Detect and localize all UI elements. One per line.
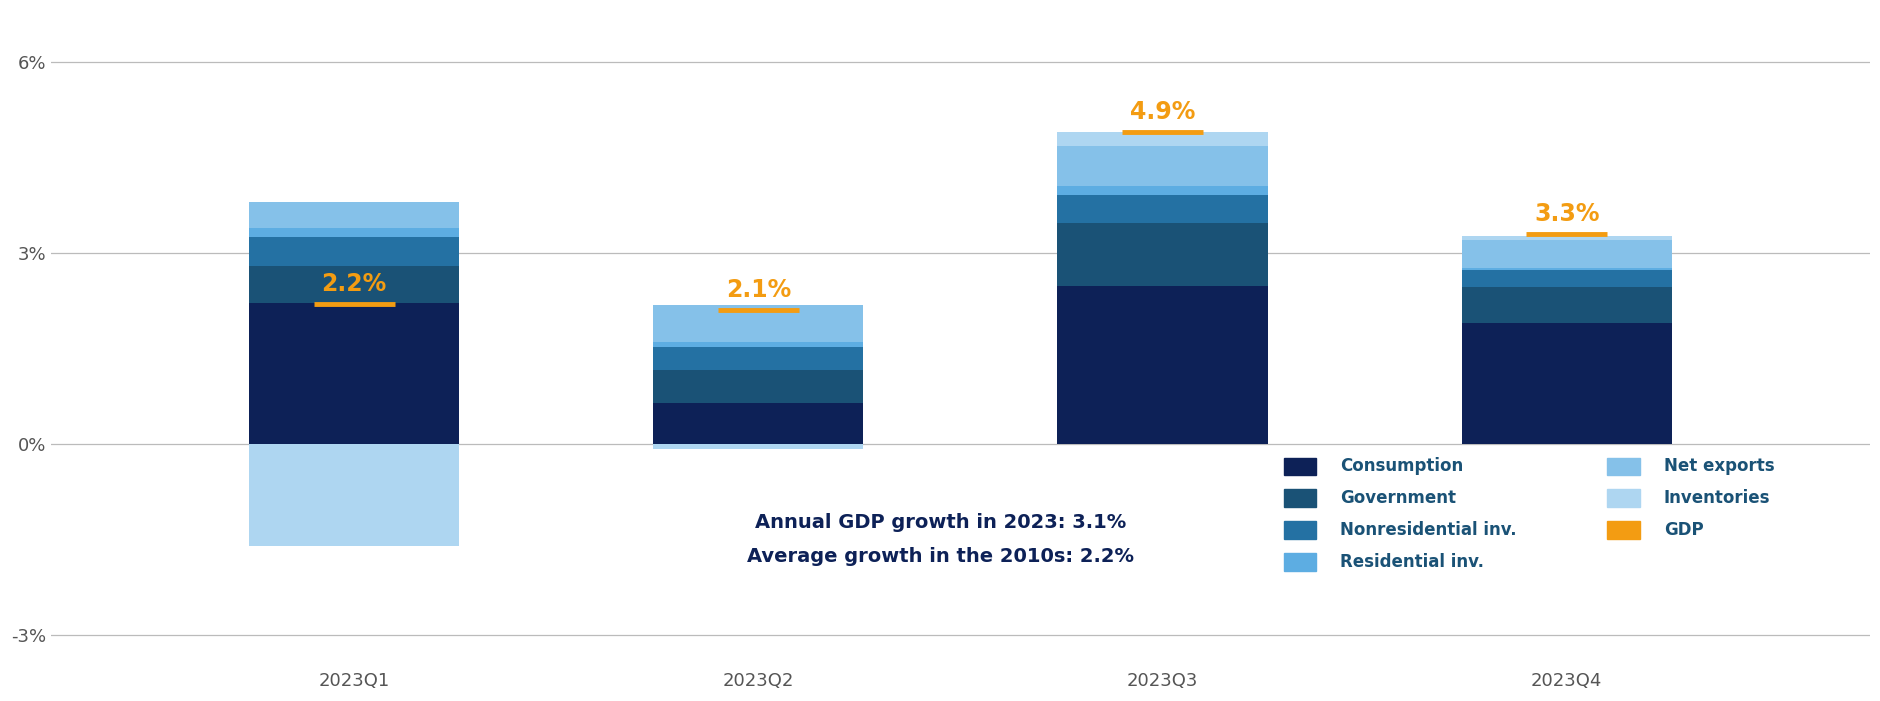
Bar: [1606, 489, 1639, 508]
Text: 3.3%: 3.3%: [1534, 202, 1598, 226]
Bar: [248, 266, 459, 303]
Bar: [1284, 489, 1316, 508]
Bar: [652, 403, 863, 444]
Bar: [652, 341, 863, 348]
Text: Consumption: Consumption: [1340, 458, 1463, 475]
Bar: [1461, 287, 1671, 322]
Bar: [248, 444, 459, 546]
Text: Residential inv.: Residential inv.: [1340, 553, 1483, 571]
Bar: [1461, 236, 1671, 240]
Bar: [248, 201, 459, 229]
Bar: [1461, 322, 1671, 444]
Bar: [248, 303, 459, 444]
Text: Inventories: Inventories: [1664, 489, 1769, 508]
Bar: [248, 229, 459, 237]
Text: 2.2%: 2.2%: [321, 272, 387, 296]
Bar: [1284, 458, 1316, 475]
Bar: [1057, 195, 1267, 223]
Text: Annual GDP growth in 2023: 3.1%
Average growth in the 2010s: 2.2%: Annual GDP growth in 2023: 3.1% Average …: [746, 513, 1134, 566]
Bar: [652, 369, 863, 403]
Text: 2.1%: 2.1%: [726, 278, 791, 302]
Bar: [1461, 240, 1671, 268]
Text: Net exports: Net exports: [1664, 458, 1773, 475]
Bar: [1057, 146, 1267, 186]
Bar: [1057, 132, 1267, 146]
Text: 4.9%: 4.9%: [1130, 100, 1194, 124]
Text: GDP: GDP: [1664, 521, 1703, 539]
Bar: [1284, 522, 1316, 539]
Bar: [1057, 286, 1267, 444]
Bar: [248, 237, 459, 266]
Bar: [1606, 522, 1639, 539]
Text: Government: Government: [1340, 489, 1455, 508]
Bar: [1057, 186, 1267, 195]
Bar: [652, 305, 863, 341]
Bar: [652, 348, 863, 369]
Text: Nonresidential inv.: Nonresidential inv.: [1340, 521, 1517, 539]
Bar: [1057, 223, 1267, 286]
Bar: [1461, 268, 1671, 271]
Bar: [1606, 458, 1639, 475]
Bar: [1284, 553, 1316, 571]
Bar: [1461, 271, 1671, 287]
Bar: [652, 444, 863, 449]
